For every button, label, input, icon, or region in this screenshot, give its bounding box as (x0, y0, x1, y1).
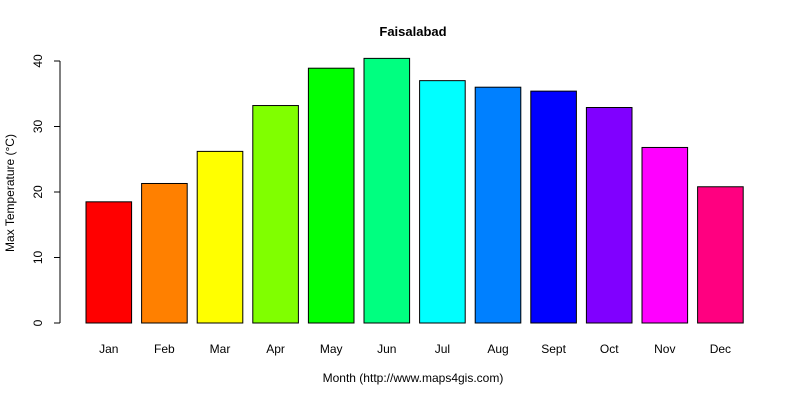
bar-jun (363, 57, 411, 324)
bar-jul (419, 80, 466, 324)
bar-jan (85, 201, 133, 324)
x-axis-label: Month (http://www.maps4gis.com) (323, 371, 504, 385)
chart-title: Faisalabad (379, 24, 446, 39)
bar-apr (252, 105, 299, 324)
bar-sept (530, 90, 577, 324)
y-axis: 0 10 20 30 40 (31, 54, 61, 326)
bar-feb (141, 182, 188, 324)
bar-aug (474, 86, 522, 324)
bar-may (307, 67, 355, 324)
bars (85, 57, 744, 324)
x-axis-tick-label: May (320, 342, 343, 356)
y-axis-label: Max Temperature (°C) (3, 134, 17, 252)
x-axis-tick-label: Feb (154, 342, 175, 356)
x-axis-tick-label: Jan (99, 342, 118, 356)
bar-mar (196, 150, 244, 324)
x-axis-tick-label: Apr (266, 342, 285, 356)
y-axis-tick-label: 0 (31, 319, 45, 326)
bar-dec (697, 186, 744, 324)
x-axis-tick-label: Oct (600, 342, 619, 356)
bar-nov (641, 146, 689, 324)
x-axis-tick-label: Jul (435, 342, 450, 356)
y-axis-tick-label: 10 (31, 251, 45, 265)
x-axis-tick-label: Jun (377, 342, 396, 356)
x-axis-tick-label: Dec (710, 342, 731, 356)
x-axis-tick-label: Nov (654, 342, 675, 356)
y-axis-tick-label: 20 (31, 185, 45, 199)
x-axis-tick-label: Mar (210, 342, 231, 356)
x-axis-tick-labels: Jan Feb Mar Apr May Jun Jul Aug Sept Oct Nov Dec (99, 342, 731, 356)
bar-oct (585, 107, 633, 324)
y-axis-tick-label: 40 (31, 54, 45, 68)
y-axis-tick-label: 30 (31, 120, 45, 134)
x-axis-tick-label: Aug (487, 342, 508, 356)
x-axis-tick-label: Sept (541, 342, 566, 356)
